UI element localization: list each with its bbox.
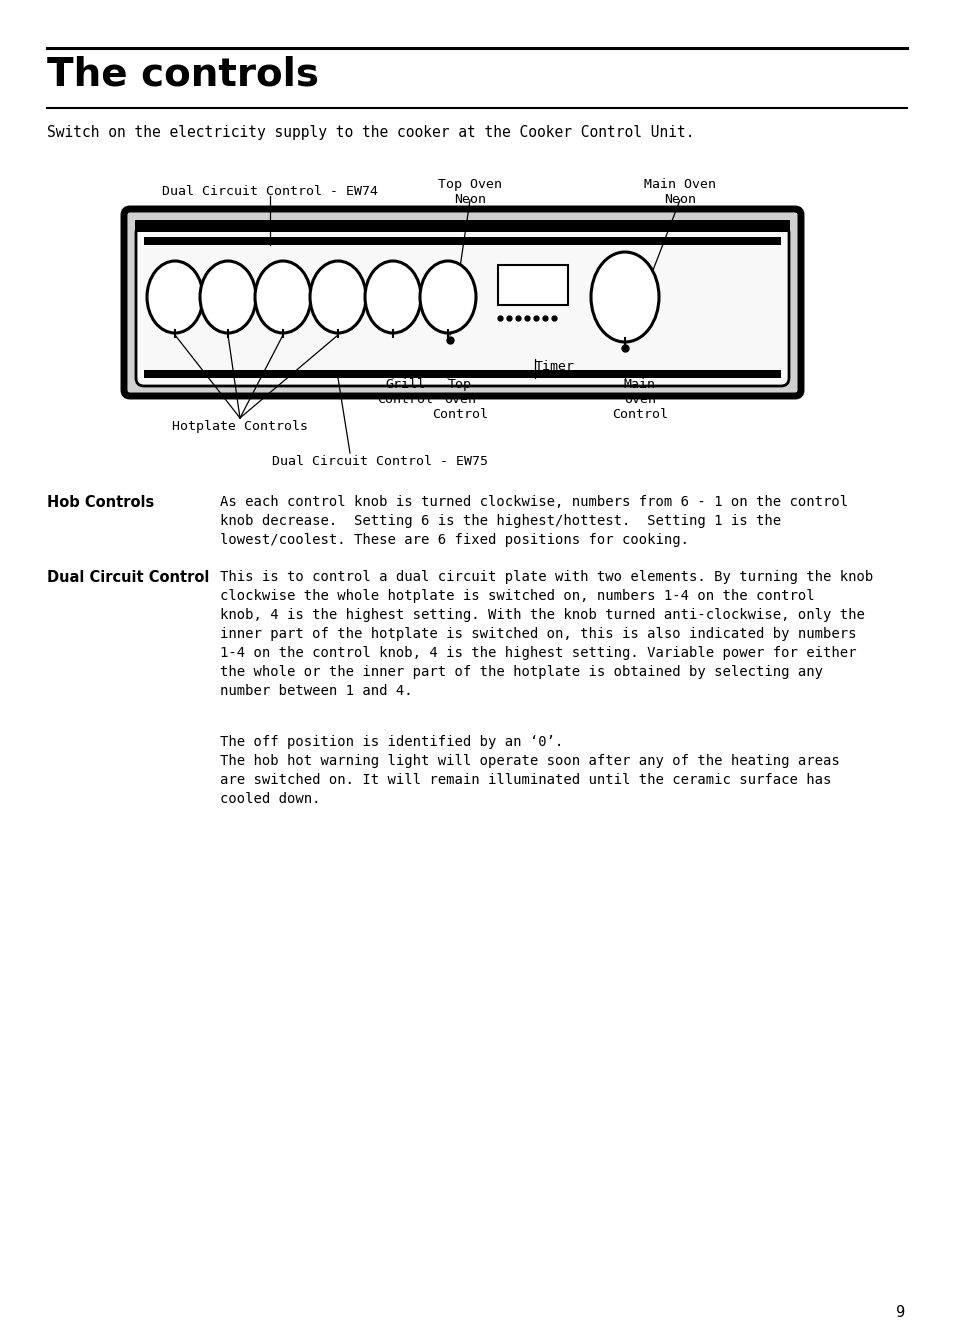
Bar [144, 236, 781, 244]
Ellipse shape [254, 261, 311, 333]
Ellipse shape [365, 261, 420, 333]
Text: Dual Circuit Control - EW75: Dual Circuit Control - EW75 [272, 456, 488, 468]
Text: Top Oven
Neon: Top Oven Neon [437, 178, 501, 206]
Bar [144, 370, 781, 378]
FancyBboxPatch shape [124, 208, 801, 395]
Bar [135, 220, 789, 232]
Text: Dual Circuit Control - EW74: Dual Circuit Control - EW74 [162, 184, 377, 198]
Text: Hotplate Controls: Hotplate Controls [172, 420, 308, 433]
FancyBboxPatch shape [136, 224, 788, 386]
Text: Main Oven
Neon: Main Oven Neon [643, 178, 716, 206]
Text: Grill
Control: Grill Control [376, 378, 433, 406]
Ellipse shape [200, 261, 255, 333]
Text: Switch on the electricity supply to the cooker at the Cooker Control Unit.: Switch on the electricity supply to the … [47, 126, 694, 140]
Bar [497, 265, 567, 305]
Ellipse shape [419, 261, 476, 333]
Ellipse shape [147, 261, 203, 333]
Text: The off position is identified by an ‘0’.
The hob hot warning light will operate: The off position is identified by an ‘0’… [220, 735, 839, 806]
Ellipse shape [590, 253, 659, 342]
Text: Timer: Timer [535, 359, 575, 373]
Text: As each control knob is turned clockwise, numbers from 6 - 1 on the control
knob: As each control knob is turned clockwise… [220, 496, 847, 546]
Text: Main
Oven
Control: Main Oven Control [612, 378, 667, 421]
Text: 9: 9 [895, 1305, 904, 1320]
Text: This is to control a dual circuit plate with two elements. By turning the knob
c: This is to control a dual circuit plate … [220, 570, 872, 697]
Ellipse shape [310, 261, 366, 333]
Text: Hob Controls: Hob Controls [47, 496, 154, 510]
Text: Top
Oven
Control: Top Oven Control [432, 378, 488, 421]
Text: The controls: The controls [47, 56, 318, 94]
Text: Dual Circuit Control: Dual Circuit Control [47, 570, 209, 585]
